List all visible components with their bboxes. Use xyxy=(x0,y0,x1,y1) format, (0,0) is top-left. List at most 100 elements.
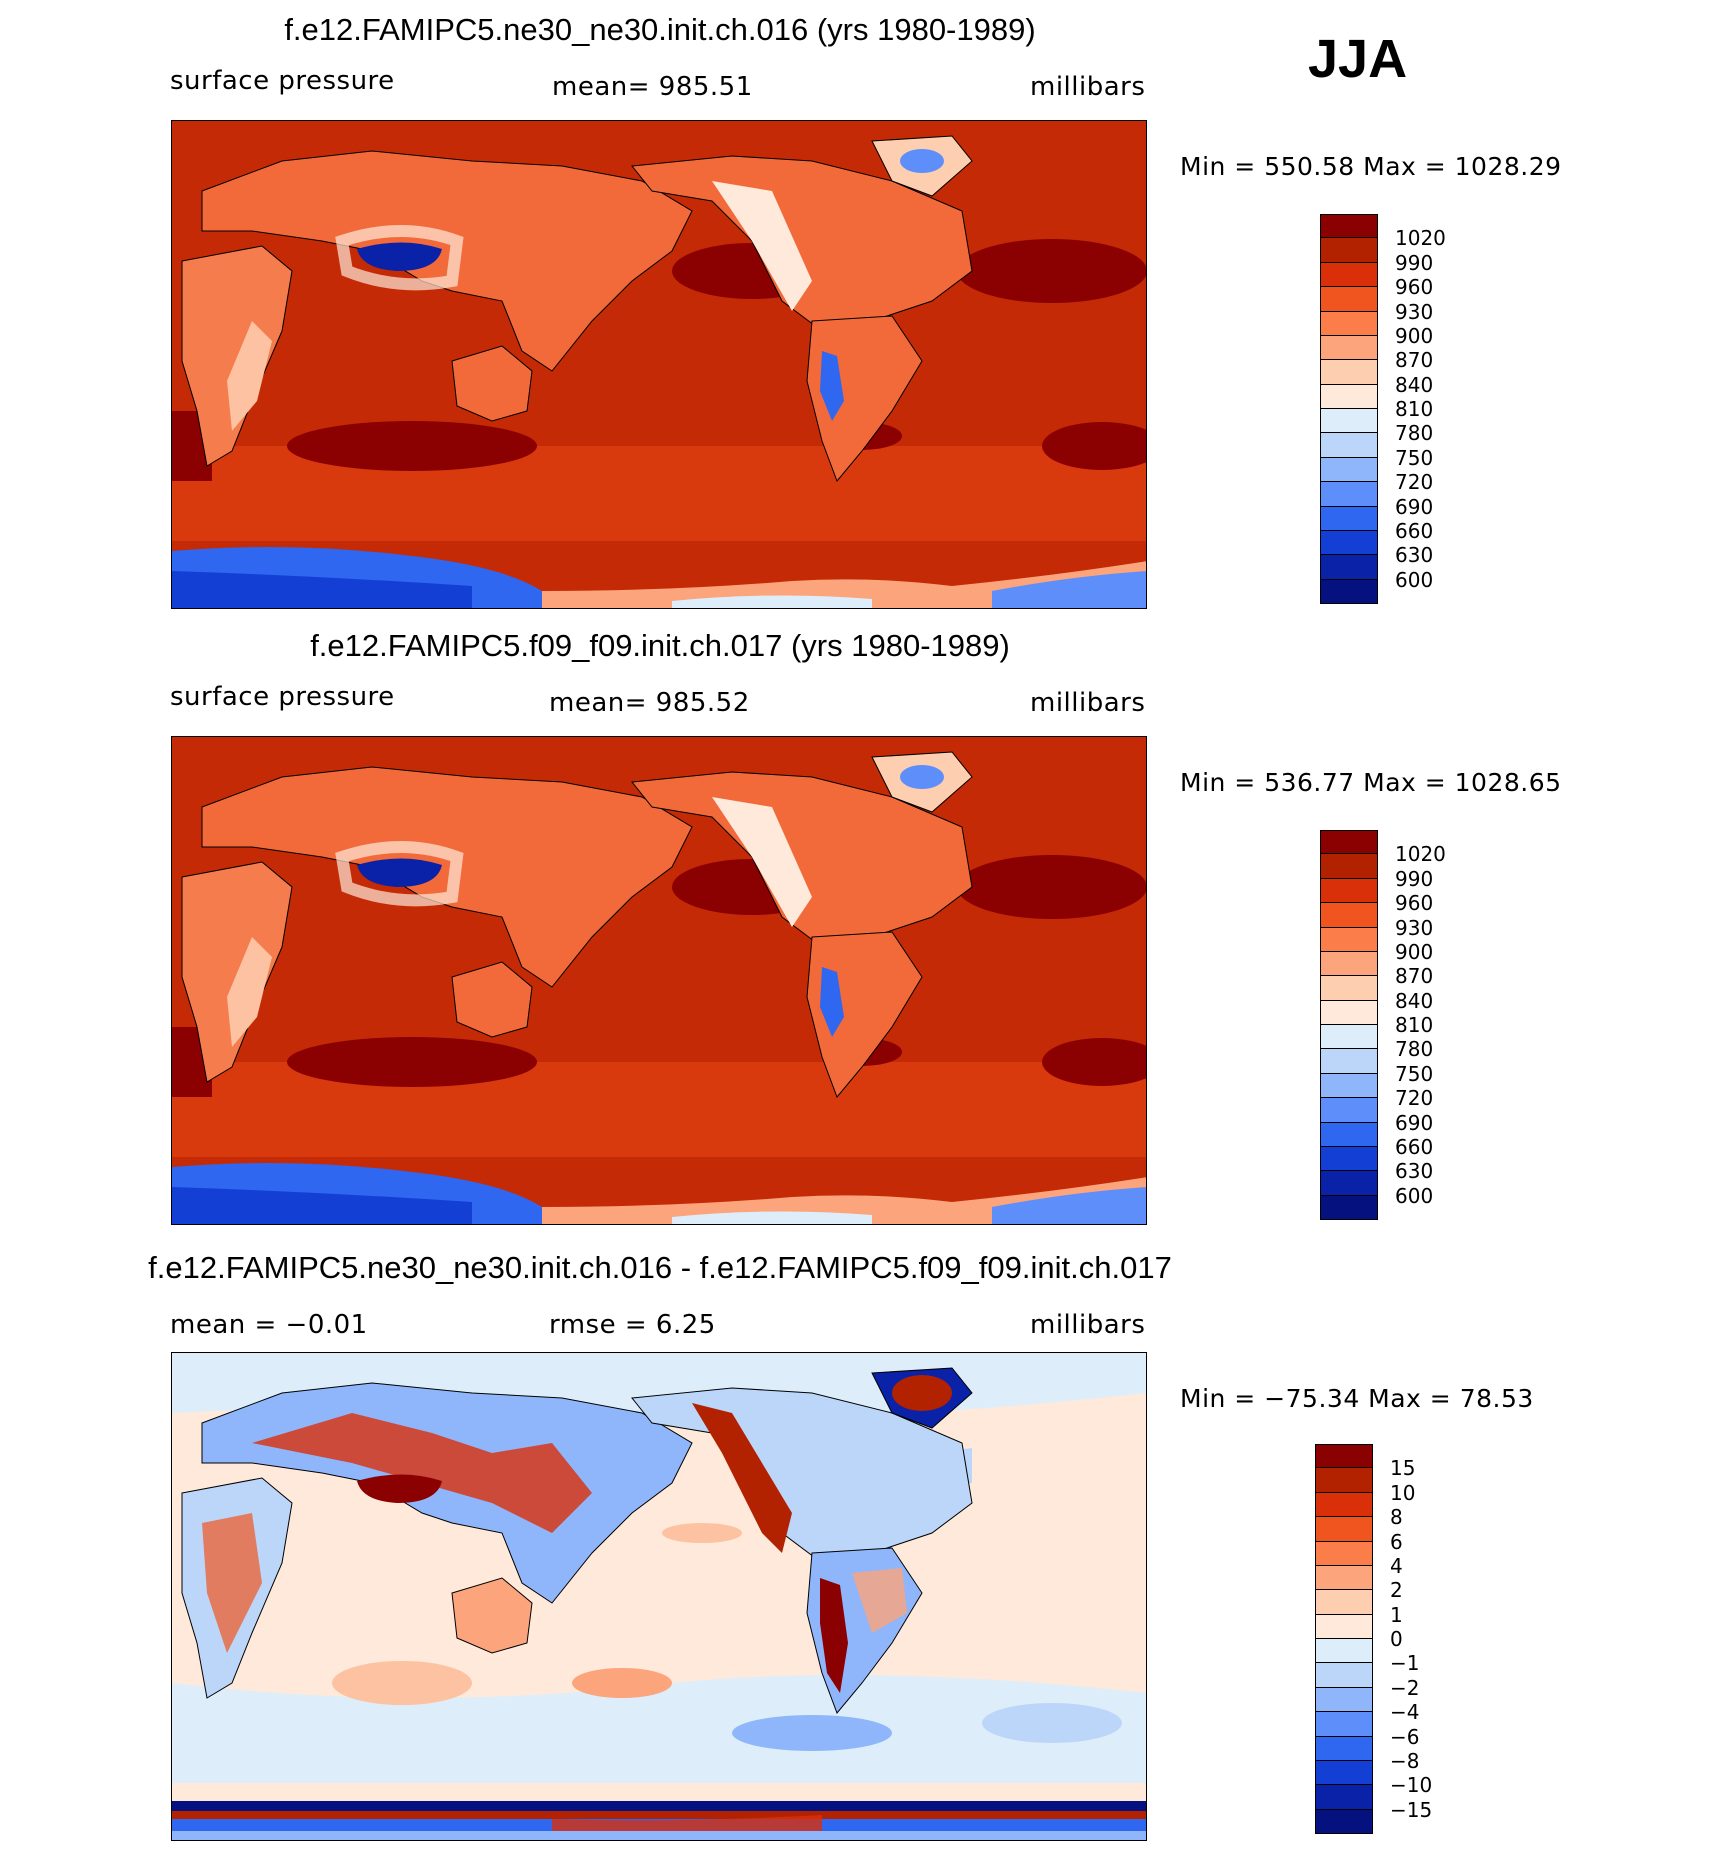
colorbar-tick-label: 600 xyxy=(1395,567,1434,592)
colorbar-swatch xyxy=(1320,1122,1378,1147)
colorbar-tick-label: −8 xyxy=(1390,1748,1420,1773)
andes-highland xyxy=(820,351,844,421)
colorbar-swatch xyxy=(1315,1809,1373,1834)
colorbar-tick-label: −6 xyxy=(1390,1724,1420,1749)
colorbar-swatch xyxy=(1315,1492,1373,1518)
colorbar-tick-label: −15 xyxy=(1390,1797,1433,1822)
colorbar-tick-label: 990 xyxy=(1395,250,1434,275)
panel-1-minmax: Min = 550.58 Max = 1028.29 xyxy=(1180,152,1562,181)
colorbar-tick-label: 720 xyxy=(1395,470,1434,495)
panel-3-rmse-label: rmse = 6.25 xyxy=(549,1310,716,1340)
colorbar-tick-label: 690 xyxy=(1395,494,1434,519)
colorbar-swatch xyxy=(1315,1785,1373,1810)
colorbar-tick-label: 750 xyxy=(1395,1061,1434,1086)
panel-1-colorbar: 1020 990 960 930 900 870 840 810 780 750 720 690 660… xyxy=(1320,214,1446,604)
greenland-difference xyxy=(892,1375,952,1411)
colorbar-swatch xyxy=(1320,530,1378,556)
panel-2-variable-label: surface pressure xyxy=(170,682,395,712)
panel-3-colorbar: 15 10 8 6 4 2 1 0 −1 −2 −4 −6 −8 −10 −15 xyxy=(1315,1444,1435,1834)
colorbar-swatch xyxy=(1315,1541,1373,1566)
colorbar-swatch xyxy=(1320,951,1378,977)
colorbar-swatch xyxy=(1320,1098,1378,1123)
colorbar-swatch xyxy=(1320,482,1378,507)
tibet-plateau xyxy=(357,242,442,271)
rockies-highland xyxy=(712,181,812,311)
colorbar-swatch xyxy=(1315,1468,1373,1493)
panel-3-title: f.e12.FAMIPC5.ne30_ne30.init.ch.016 - f.… xyxy=(148,1250,1172,1285)
colorbar-tick-label: 15 xyxy=(1390,1456,1416,1481)
north-atlantic-high xyxy=(957,239,1146,303)
colorbar-tick-label: 8 xyxy=(1390,1505,1403,1530)
colorbar-swatch xyxy=(1320,1073,1378,1099)
north-atlantic-high xyxy=(957,855,1146,919)
colorbar-tick-label: 810 xyxy=(1395,1013,1434,1037)
tibet-difference xyxy=(357,1474,442,1503)
colorbar-swatch xyxy=(1315,1712,1373,1737)
colorbar-swatch xyxy=(1320,1171,1378,1196)
panel-1-mean-label: mean= 985.51 xyxy=(552,72,753,102)
africa-highland xyxy=(227,321,272,431)
colorbar-swatch xyxy=(1320,384,1378,409)
colorbar-tick-label: 840 xyxy=(1395,372,1434,397)
colorbar-tick-label: 900 xyxy=(1395,323,1434,348)
colorbar-tick-label: 960 xyxy=(1395,891,1434,916)
colorbar-swatch xyxy=(1320,506,1378,531)
colorbar-tick-label: 660 xyxy=(1395,1134,1434,1159)
colorbar-tick-label: 870 xyxy=(1395,348,1434,373)
south-atlantic-high xyxy=(1042,422,1146,470)
colorbar-tick-label: 750 xyxy=(1395,445,1434,470)
colorbar-swatch xyxy=(1320,433,1378,458)
north-america-landmass xyxy=(631,155,973,332)
colorbar-swatch xyxy=(1320,262,1378,288)
colorbar-tick-label: −10 xyxy=(1390,1773,1433,1798)
colorbar-swatch xyxy=(1320,457,1378,483)
panel-3-map xyxy=(171,1352,1147,1841)
colorbar-swatch xyxy=(1315,1760,1373,1786)
tibet-margin xyxy=(335,841,464,907)
south-indian-high xyxy=(287,1037,537,1087)
colorbar-swatch xyxy=(1320,976,1378,1001)
panel-2-colorbar: 1020 990 960 930 900 870 840 810 780 750 720 690 660… xyxy=(1320,830,1446,1220)
colorbar-tick-label: 10 xyxy=(1390,1480,1416,1505)
panel-2-minmax: Min = 536.77 Max = 1028.65 xyxy=(1180,768,1562,797)
colorbar-swatch xyxy=(1315,1614,1373,1639)
rockies-difference xyxy=(692,1403,792,1553)
andes-highland xyxy=(820,967,844,1037)
colorbar-tick-label: 4 xyxy=(1390,1553,1403,1578)
colorbar-swatch xyxy=(1315,1663,1373,1688)
panel-3-mean-label: mean = −0.01 xyxy=(170,1310,368,1340)
colorbar-swatch xyxy=(1320,311,1378,336)
colorbar-swatch xyxy=(1320,1000,1378,1025)
colorbar-tick-label: 960 xyxy=(1395,275,1434,300)
colorbar-tick-label: 810 xyxy=(1395,397,1434,421)
colorbar-swatch xyxy=(1320,1025,1378,1050)
panel-1-units-label: millibars xyxy=(1030,72,1146,102)
colorbar-tick-label: 2 xyxy=(1390,1578,1403,1603)
australia-landmass xyxy=(451,345,533,422)
panel-1-map xyxy=(171,120,1147,609)
colorbar-swatch xyxy=(1315,1444,1373,1469)
greenland-ice xyxy=(900,765,944,789)
colorbar-tick-label: 1020 xyxy=(1395,842,1446,867)
south-indian-high xyxy=(287,421,537,471)
colorbar-swatch xyxy=(1320,335,1378,361)
colorbar-tick-label: −2 xyxy=(1390,1675,1420,1700)
tibet-margin xyxy=(335,225,464,291)
africa-landmass xyxy=(181,861,293,1083)
colorbar-tick-label: 900 xyxy=(1395,939,1434,964)
colorbar-swatch xyxy=(1320,1049,1378,1074)
colorbar-tick-label: 990 xyxy=(1395,866,1434,891)
rockies-highland xyxy=(712,797,812,927)
panel-3-units-label: millibars xyxy=(1030,1310,1146,1340)
andes-difference xyxy=(820,1578,848,1693)
colorbar-tick-label: 780 xyxy=(1395,421,1434,446)
panel-3-minmax: Min = −75.34 Max = 78.53 xyxy=(1180,1384,1534,1413)
africa-landmass xyxy=(181,245,293,467)
colorbar-swatch xyxy=(1315,1736,1373,1761)
colorbar-swatch xyxy=(1320,287,1378,312)
colorbar-swatch xyxy=(1315,1687,1373,1713)
australia-landmass xyxy=(451,961,533,1038)
colorbar-swatch xyxy=(1320,878,1378,904)
tibet-plateau xyxy=(357,858,442,887)
colorbar-tick-label: 600 xyxy=(1395,1183,1434,1208)
